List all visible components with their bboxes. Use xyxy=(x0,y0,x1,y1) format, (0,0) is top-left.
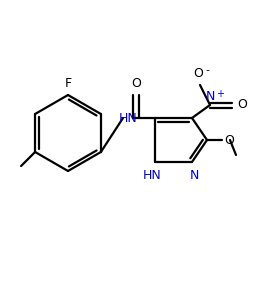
Text: HN: HN xyxy=(119,111,138,124)
Text: +: + xyxy=(216,89,224,99)
Text: HN: HN xyxy=(143,169,161,182)
Text: O: O xyxy=(193,67,203,80)
Text: -: - xyxy=(205,65,209,75)
Text: O: O xyxy=(131,77,141,90)
Text: N: N xyxy=(205,90,215,103)
Text: O: O xyxy=(237,98,247,111)
Text: O: O xyxy=(224,134,234,147)
Text: F: F xyxy=(64,77,72,90)
Text: N: N xyxy=(189,169,199,182)
